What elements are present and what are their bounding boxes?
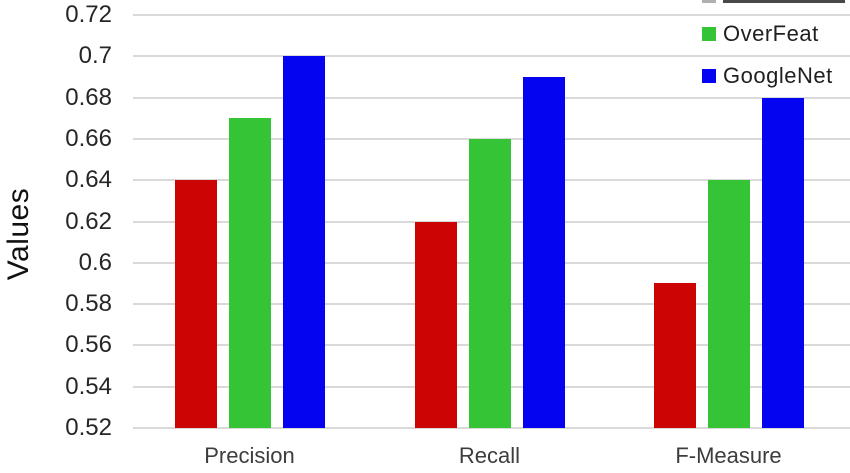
- bar-overfeat-f-measure: [707, 180, 750, 428]
- bar-googlenet-f-measure: [761, 97, 804, 428]
- y-tick-label-0.58: 0.58: [65, 290, 112, 318]
- legend-label-googlenet: GoogleNet: [723, 63, 833, 88]
- bar-series-1-recall: [414, 221, 457, 428]
- y-tick-label-0.56: 0.56: [65, 331, 112, 359]
- y-tick-label-0.7: 0.7: [78, 42, 112, 70]
- y-tick-label-0.54: 0.54: [65, 372, 112, 400]
- legend-swatch-googlenet: [702, 69, 716, 83]
- bar-series-1-precision: [174, 180, 217, 428]
- bar-series-1-f-measure: [653, 283, 696, 428]
- y-tick-label-0.6: 0.6: [78, 248, 112, 276]
- x-axis-label-precision: Precision: [204, 443, 295, 468]
- gridline-0.68: [133, 96, 850, 99]
- legend-item-googlenet: GoogleNet: [702, 63, 833, 89]
- bar-overfeat-recall: [468, 138, 511, 428]
- y-tick-label-0.68: 0.68: [65, 83, 112, 111]
- bar-overfeat-precision: [228, 118, 271, 428]
- legend-swatch-overfeat: [702, 27, 716, 41]
- legend-label-overfeat: OverFeat: [723, 21, 819, 46]
- legend-item-overfeat: OverFeat: [702, 21, 819, 47]
- y-axis-title: Values: [2, 187, 35, 281]
- legend-text-clipped: [723, 0, 845, 3]
- legend-item-clipped: [702, 0, 845, 3]
- y-tick-label-0.62: 0.62: [65, 207, 112, 235]
- gridline-0.52: [133, 427, 850, 429]
- bar-googlenet-precision: [282, 56, 325, 428]
- y-tick-label-0.64: 0.64: [65, 166, 112, 194]
- x-axis-label-recall: Recall: [458, 443, 521, 468]
- legend-swatch-clipped: [702, 0, 716, 3]
- gridline-0.72: [133, 14, 850, 16]
- y-tick-label-0.52: 0.52: [65, 414, 112, 441]
- x-axis-label-f-measure: F-Measure: [675, 443, 782, 468]
- y-tick-label-0.72: 0.72: [65, 1, 112, 28]
- y-tick-label-0.66: 0.66: [65, 124, 112, 152]
- bar-googlenet-recall: [522, 76, 565, 428]
- gridline-0.7: [133, 55, 850, 58]
